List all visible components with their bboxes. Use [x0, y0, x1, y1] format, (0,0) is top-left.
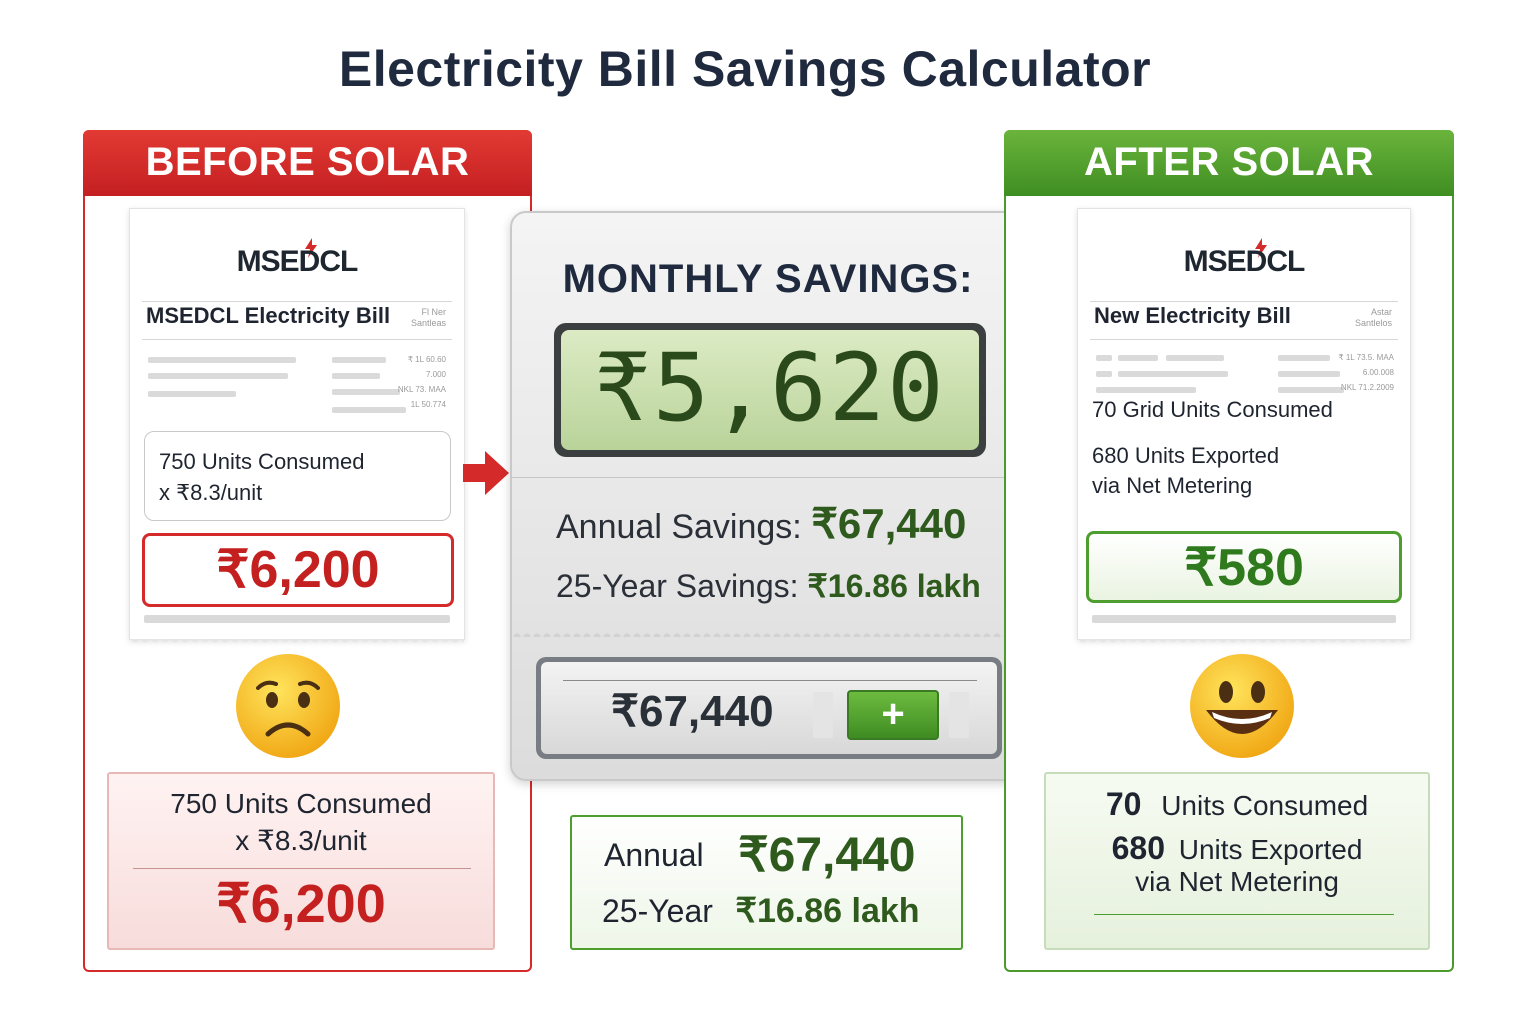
before-summary-box: 750 Units Consumed x ₹8.3/unit ₹6,200 [107, 772, 495, 950]
summary-rate-text: x ₹8.3/unit [235, 825, 367, 856]
export-units-text: 680 Units Exported via Net Metering [1092, 443, 1280, 498]
sad-face-icon [236, 654, 340, 758]
exported-units-number: 680 [1111, 830, 1165, 866]
unit-rate-text: x ₹8.3/unit [159, 480, 263, 505]
summary-consumed-row: 70 Units Consumed [1046, 786, 1428, 823]
after-bill-amount: ₹580 [1086, 531, 1402, 603]
bill-value: 6.00.008 [1362, 368, 1394, 377]
divider [142, 339, 452, 340]
divider [512, 477, 1024, 478]
after-bill-receipt: MSEDCL New Electricity Bill Astar Santle… [1077, 208, 1411, 645]
bill-detail-lines: ₹ 1L 73.5. MAA 6.00.008 NKL 71.2.2009 [1096, 353, 1396, 413]
year25-value: ₹16.86 lakh [735, 892, 920, 930]
mini-display-value: ₹67,440 [611, 687, 774, 736]
bill-value: ₹ 1L 73.5. MAA [1338, 353, 1395, 362]
after-solar-panel: AFTER SOLAR MSEDCL New Electricity Bill … [1004, 130, 1454, 972]
divider [1090, 301, 1398, 302]
receipt-tear-edge [512, 629, 1024, 637]
bill-note: Fl Ner Santleas [410, 307, 446, 328]
bill-value: NKL 71.2.2009 [1340, 383, 1394, 392]
msedcl-logo: MSEDCL [236, 245, 359, 278]
bill-title: New Electricity Bill [1094, 303, 1291, 328]
units-consumed-text: 750 Units Consumed [159, 449, 365, 474]
msedcl-logo: MSEDCL [1183, 245, 1306, 278]
lightning-bolt-icon [300, 237, 322, 259]
year25-savings-row: 25-Year Savings: ₹16.86 lakh [556, 567, 981, 605]
bill-value: 7.000 [425, 370, 446, 379]
year25-label: 25-Year [602, 892, 713, 929]
before-solar-panel: BEFORE SOLAR MSEDCL MSEDCL Electricity B… [83, 130, 532, 972]
bill-note: Astar Santlelos [1354, 307, 1392, 328]
bill-footer-bar [144, 615, 450, 623]
right-arrow-icon [463, 451, 509, 495]
annual-savings-row: Annual Savings: ₹67,440 [556, 499, 966, 548]
before-bill-amount: ₹6,200 [142, 533, 454, 607]
center-summary-box: Annual ₹67,440 25-Year ₹16.86 lakh [570, 815, 963, 950]
divider [1090, 339, 1398, 340]
bill-value: NKL 73. MAA [397, 385, 446, 394]
savings-calculator: MONTHLY SAVINGS: ₹5,620 Annual Savings: … [510, 211, 1026, 781]
divider [1094, 914, 1394, 915]
grid-units-text: 70 Grid Units Consumed [1092, 397, 1333, 422]
exported-units-text: Units Exported [1178, 834, 1363, 865]
lightning-bolt-icon [1250, 237, 1272, 259]
summary-amount: ₹6,200 [216, 874, 386, 934]
consumed-units-number: 70 [1105, 786, 1142, 822]
divider [142, 301, 452, 302]
divider [563, 680, 977, 681]
units-consumed-box: 750 Units Consumed x ₹8.3/unit [144, 431, 451, 521]
before-solar-header: BEFORE SOLAR [83, 130, 532, 196]
plus-button[interactable]: + [847, 690, 939, 740]
annual-label: Annual [604, 836, 704, 873]
bill-title: MSEDCL Electricity Bill [146, 303, 391, 328]
after-summary-box: 70 Units Consumed 680 Units Exported via… [1044, 772, 1430, 950]
bill-value: ₹ 1L 60.60 [407, 355, 446, 364]
summary-units-text: 750 Units Consumed [170, 788, 432, 819]
year25-savings-value: ₹16.86 lakh [807, 568, 981, 604]
mini-display: ₹67,440 + [536, 657, 1002, 759]
bill-detail-lines: ₹ 1L 60.60 7.000 NKL 73. MAA 1L 50.774 [148, 353, 448, 413]
summary-exported-row: 680 Units Exported [1046, 830, 1428, 867]
consumed-units-text: Units Consumed [1161, 790, 1369, 821]
divider [133, 868, 471, 869]
net-metering-text: via Net Metering [1135, 866, 1339, 897]
monthly-savings-value: ₹5,620 [561, 330, 979, 450]
bill-value: 1L 50.774 [410, 400, 446, 409]
bill-footer-bar [1092, 615, 1396, 623]
year25-savings-label: 25-Year Savings: [556, 568, 799, 604]
before-bill-receipt: MSEDCL MSEDCL Electricity Bill Fl Ner Sa… [129, 208, 465, 645]
happy-face-icon [1190, 654, 1294, 758]
annual-savings-label: Annual Savings: [556, 508, 802, 546]
page-title: Electricity Bill Savings Calculator [338, 41, 1152, 97]
annual-savings-value: ₹67,440 [811, 500, 967, 547]
annual-value: ₹67,440 [738, 829, 916, 882]
lcd-display: ₹5,620 [554, 323, 986, 457]
monthly-savings-title: MONTHLY SAVINGS: [562, 257, 974, 301]
after-solar-header: AFTER SOLAR [1004, 130, 1454, 196]
